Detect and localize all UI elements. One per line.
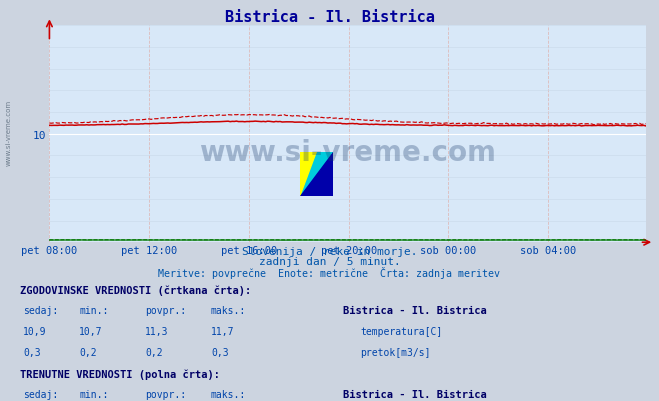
Text: 0,2: 0,2 (145, 347, 163, 357)
Text: Bistrica - Il. Bistrica: Bistrica - Il. Bistrica (343, 306, 486, 316)
Text: Slovenija / reke in morje.: Slovenija / reke in morje. (242, 247, 417, 257)
Text: povpr.:: povpr.: (145, 389, 186, 399)
Text: maks.:: maks.: (211, 306, 246, 316)
Text: www.si-vreme.com: www.si-vreme.com (199, 138, 496, 166)
Text: Bistrica - Il. Bistrica: Bistrica - Il. Bistrica (343, 389, 486, 399)
Text: www.si-vreme.com: www.si-vreme.com (5, 99, 12, 165)
Text: 11,7: 11,7 (211, 326, 235, 336)
Text: Meritve: povprečne  Enote: metrične  Črta: zadnja meritev: Meritve: povprečne Enote: metrične Črta:… (159, 267, 500, 279)
Text: min.:: min.: (79, 306, 109, 316)
Text: pretok[m3/s]: pretok[m3/s] (360, 347, 431, 357)
Text: 11,3: 11,3 (145, 326, 169, 336)
Polygon shape (300, 152, 316, 196)
Text: sedaj:: sedaj: (23, 306, 58, 316)
Text: 10,7: 10,7 (79, 326, 103, 336)
Polygon shape (300, 152, 333, 196)
Text: 0,2: 0,2 (79, 347, 97, 357)
Text: min.:: min.: (79, 389, 109, 399)
Text: sedaj:: sedaj: (23, 389, 58, 399)
Text: maks.:: maks.: (211, 389, 246, 399)
Text: temperatura[C]: temperatura[C] (360, 326, 443, 336)
Text: Bistrica - Il. Bistrica: Bistrica - Il. Bistrica (225, 10, 434, 25)
Text: zadnji dan / 5 minut.: zadnji dan / 5 minut. (258, 257, 401, 267)
Text: 10,9: 10,9 (23, 326, 47, 336)
Text: TRENUTNE VREDNOSTI (polna črta):: TRENUTNE VREDNOSTI (polna črta): (20, 368, 219, 379)
Polygon shape (300, 152, 333, 196)
Text: povpr.:: povpr.: (145, 306, 186, 316)
Text: 0,3: 0,3 (211, 347, 229, 357)
Text: 0,3: 0,3 (23, 347, 41, 357)
Text: ZGODOVINSKE VREDNOSTI (črtkana črta):: ZGODOVINSKE VREDNOSTI (črtkana črta): (20, 285, 251, 295)
